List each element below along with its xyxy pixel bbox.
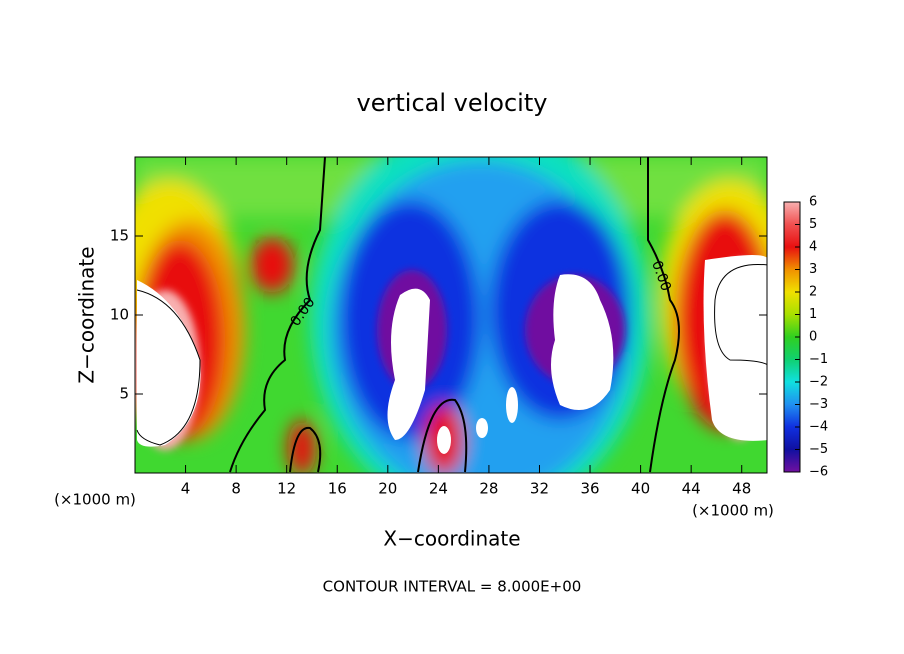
x-tick-label: 40	[631, 480, 650, 498]
x-tick-label: 32	[530, 480, 549, 498]
x-tick-label: 44	[682, 480, 701, 498]
y-tick-label: 10	[110, 306, 129, 324]
x-tick-label: 12	[277, 480, 296, 498]
x-tick-label: 36	[580, 480, 599, 498]
x-tick-label: 8	[231, 480, 241, 498]
x-tick-label: 24	[429, 480, 448, 498]
y-axis-label: Z−coordinate	[75, 246, 99, 383]
colorbar-tick-label: 5	[809, 217, 817, 232]
colorbar-tick-label: 6	[809, 195, 817, 210]
colorbar-tick-label: 3	[809, 262, 817, 277]
colorbar-tick-label: −4	[809, 420, 828, 435]
colorbar-tick-label: 1	[809, 307, 817, 322]
x-unit: (×1000 m)	[54, 491, 136, 509]
colorbar-tick-label: −3	[809, 397, 828, 412]
colorbar-tick-label: 0	[809, 330, 817, 345]
x-tick-label: 4	[181, 480, 191, 498]
colorbar-tick-label: −2	[809, 375, 828, 390]
colorbar-tick-label: 4	[809, 240, 817, 255]
chart-title: vertical velocity	[357, 89, 548, 117]
colorbar-tick-label: −6	[809, 465, 828, 480]
colorbar-tick-label: −1	[809, 352, 828, 367]
x-tick-label: 48	[732, 480, 751, 498]
x-axis-label: X−coordinate	[383, 527, 520, 551]
y-tick-label: 15	[110, 227, 129, 245]
colorbar-tick-label: −5	[809, 442, 828, 457]
y-tick-label: 5	[119, 385, 129, 403]
x-unit: (×1000 m)	[692, 502, 774, 520]
x-tick-label: 20	[378, 480, 397, 498]
x-tick-label: 28	[479, 480, 498, 498]
contour-interval: CONTOUR INTERVAL = 8.000E+00	[323, 578, 582, 596]
x-tick-label: 16	[328, 480, 347, 498]
colorbar-tick-label: 2	[809, 285, 817, 300]
field	[135, 157, 767, 473]
